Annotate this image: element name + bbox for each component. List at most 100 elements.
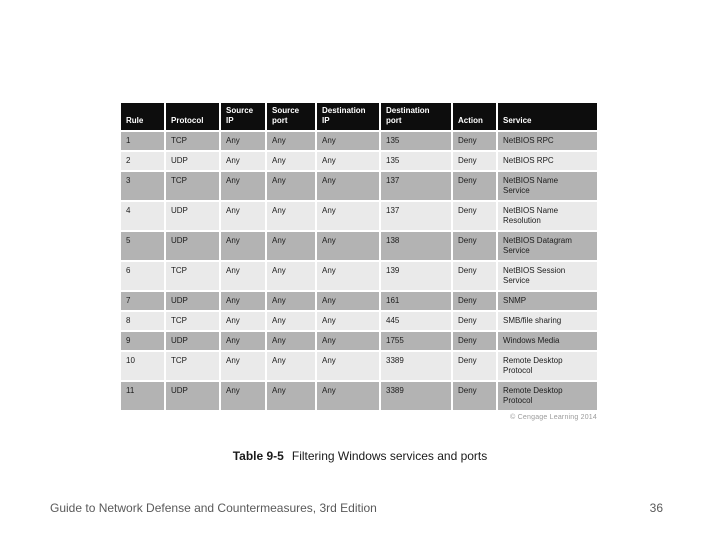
firewall-rules-table: Rule Protocol Source IP Source port Destinat…: [121, 103, 597, 410]
table-cell: Deny: [452, 351, 498, 382]
table-cell: 10: [121, 351, 166, 382]
table-caption: Table 9-5 Filtering Windows services and …: [0, 449, 720, 463]
table-cell: Any: [316, 381, 381, 410]
table-cell: 137: [380, 171, 453, 202]
table-cell: Any: [220, 171, 267, 202]
table-cell: Any: [220, 381, 267, 410]
table-cell: Any: [316, 261, 381, 292]
table-cell: Any: [266, 311, 317, 332]
table-cell: Any: [266, 151, 317, 172]
table-cell: UDP: [165, 291, 221, 312]
table-cell: 161: [380, 291, 453, 312]
copyright-credit: © Cengage Learning 2014: [510, 414, 597, 421]
table-cell: TCP: [165, 171, 221, 202]
table-cell: Any: [316, 131, 381, 152]
rules-table-header-row: Rule Protocol Source IP Source port Destinat…: [121, 103, 597, 132]
column-header: Destination port: [380, 103, 453, 132]
table-cell: 2: [121, 151, 166, 172]
footer-page-number: 36: [649, 501, 663, 515]
table-cell: TCP: [165, 351, 221, 382]
table-cell: Deny: [452, 291, 498, 312]
footer-book-title: Guide to Network Defense and Countermeas…: [50, 501, 377, 515]
table-cell: 8: [121, 311, 166, 332]
column-header: Source IP: [220, 103, 267, 132]
table-cell: TCP: [165, 311, 221, 332]
table-cell: Any: [220, 351, 267, 382]
column-header: Action: [452, 103, 498, 132]
table-cell: 4: [121, 201, 166, 232]
table-cell: Any: [220, 201, 267, 232]
table-cell: 445: [380, 311, 453, 332]
table-cell: Any: [266, 381, 317, 410]
table-cell: Deny: [452, 131, 498, 152]
table-cell: 9: [121, 331, 166, 352]
table-cell: Remote Desktop Protocol: [497, 351, 597, 382]
table-cell: Deny: [452, 201, 498, 232]
table-row: 7 UDP Any Any Any 161 Deny SNMP: [121, 291, 597, 312]
table-cell: Deny: [452, 171, 498, 202]
table-cell: Any: [266, 201, 317, 232]
table-cell: Deny: [452, 311, 498, 332]
table-cell: Any: [266, 351, 317, 382]
table-cell: Any: [220, 331, 267, 352]
table-cell: NetBIOS RPC: [497, 131, 597, 152]
table-caption-text: Filtering Windows services and ports: [291, 449, 488, 463]
table-row: 6 TCP Any Any Any 139 Deny NetBIOS Session Serv…: [121, 261, 597, 292]
table-cell: Windows Media: [497, 331, 597, 352]
table-cell: Any: [316, 331, 381, 352]
rules-table-body: 1 TCP Any Any Any 135 Deny NetBIOS RPC 2 UDP Any An…: [121, 131, 597, 410]
table-cell: Deny: [452, 231, 498, 262]
table-cell: NetBIOS Name Service: [497, 171, 597, 202]
table-cell: Any: [266, 331, 317, 352]
table-row: 4 UDP Any Any Any 137 Deny NetBIOS Name Resolut…: [121, 201, 597, 232]
table-cell: 137: [380, 201, 453, 232]
table-cell: Any: [266, 171, 317, 202]
table-cell: Any: [316, 171, 381, 202]
table-cell: Deny: [452, 381, 498, 410]
table-cell: Deny: [452, 331, 498, 352]
column-header: Destination IP: [316, 103, 381, 132]
table-row: 5 UDP Any Any Any 138 Deny NetBIOS Datagram Ser…: [121, 231, 597, 262]
table-cell: 135: [380, 131, 453, 152]
table-caption-label: Table 9-5: [232, 449, 284, 463]
column-header: Protocol: [165, 103, 221, 132]
table-row: 1 TCP Any Any Any 135 Deny NetBIOS RPC: [121, 131, 597, 152]
table-cell: UDP: [165, 201, 221, 232]
table-cell: UDP: [165, 231, 221, 262]
table-cell: NetBIOS Datagram Service: [497, 231, 597, 262]
table-cell: Deny: [452, 261, 498, 292]
table-cell: Any: [316, 351, 381, 382]
table-cell: 138: [380, 231, 453, 262]
column-header: Rule: [121, 103, 166, 132]
table-cell: NetBIOS Session Service: [497, 261, 597, 292]
table-row: 10 TCP Any Any Any 3389 Deny Remote Desktop Pro…: [121, 351, 597, 382]
table-row: 9 UDP Any Any Any 1755 Deny Windows Media: [121, 331, 597, 352]
table-row: 8 TCP Any Any Any 445 Deny SMB/file sharing: [121, 311, 597, 332]
table-cell: 7: [121, 291, 166, 312]
table-cell: 135: [380, 151, 453, 172]
table-cell: Any: [220, 311, 267, 332]
table-cell: NetBIOS RPC: [497, 151, 597, 172]
table-cell: Any: [220, 231, 267, 262]
table-cell: Any: [316, 311, 381, 332]
table-cell: Any: [220, 261, 267, 292]
table-cell: Any: [266, 131, 317, 152]
table-cell: 1: [121, 131, 166, 152]
table-cell: NetBIOS Name Resolution: [497, 201, 597, 232]
table-cell: 3389: [380, 381, 453, 410]
table-cell: 11: [121, 381, 166, 410]
table-row: 11 UDP Any Any Any 3389 Deny Remote Desktop Pro…: [121, 381, 597, 410]
table-cell: Remote Desktop Protocol: [497, 381, 597, 410]
table-cell: Any: [316, 201, 381, 232]
table-cell: Any: [220, 131, 267, 152]
table-cell: UDP: [165, 151, 221, 172]
table-cell: Any: [316, 231, 381, 262]
table-cell: SNMP: [497, 291, 597, 312]
column-header: Service: [497, 103, 597, 132]
table-cell: SMB/file sharing: [497, 311, 597, 332]
table-cell: Any: [220, 151, 267, 172]
table-cell: Any: [266, 231, 317, 262]
table-cell: 3389: [380, 351, 453, 382]
table-cell: 3: [121, 171, 166, 202]
